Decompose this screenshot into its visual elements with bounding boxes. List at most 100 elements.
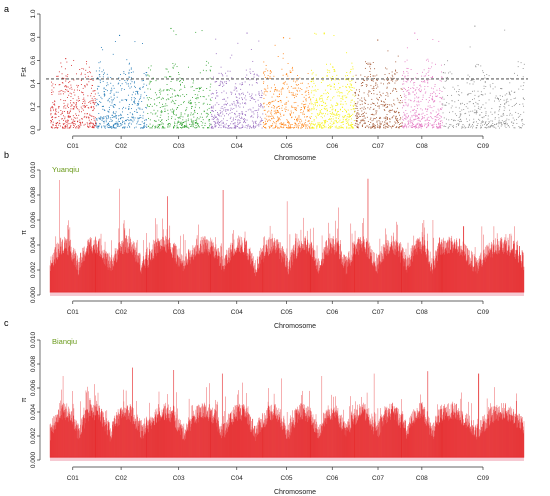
fst-point (362, 119, 364, 121)
fst-point (115, 123, 117, 124)
fst-point (102, 120, 104, 122)
fst-point (70, 105, 72, 107)
fst-point (230, 116, 232, 118)
fst-point (388, 82, 390, 84)
fst-point (394, 73, 396, 74)
fst-point (247, 125, 249, 127)
fst-point (170, 97, 172, 99)
pi-y-axis-title-yuanqiu: π (21, 230, 28, 235)
fst-point (291, 68, 293, 70)
fst-point (324, 89, 326, 91)
fst-point (516, 123, 518, 124)
fst-point (423, 117, 425, 119)
fst-point (283, 122, 285, 124)
fst-point (139, 114, 141, 116)
fst-point (474, 25, 476, 27)
fst-point (432, 124, 434, 126)
fst-point (222, 118, 224, 120)
fst-point (174, 123, 176, 124)
fst-point (137, 117, 139, 119)
fst-point (196, 87, 198, 89)
fst-point (62, 126, 63, 128)
fst-point (134, 98, 136, 100)
fst-point (350, 89, 352, 91)
fst-point (194, 106, 196, 108)
fst-point (386, 105, 388, 107)
fst-point (472, 127, 473, 129)
fst-point (427, 124, 429, 125)
fst-point (316, 102, 318, 104)
fst-point (406, 47, 408, 49)
fst-point (346, 126, 348, 128)
fst-point (324, 108, 326, 110)
fst-point (128, 83, 129, 85)
fst-point (106, 126, 108, 128)
fst-point (321, 99, 323, 101)
fst-point (406, 71, 408, 72)
fst-point (190, 101, 192, 103)
fst-point (330, 99, 332, 101)
fst-point (263, 97, 265, 99)
fst-point (280, 123, 282, 125)
fst-point (160, 112, 162, 114)
fst-point (213, 121, 215, 122)
fst-point (114, 41, 116, 43)
fst-point (59, 90, 61, 92)
fst-point (445, 104, 447, 106)
fst-point (458, 91, 460, 93)
fst-point (300, 112, 302, 114)
fst-point (506, 115, 508, 116)
fst-point (261, 90, 262, 92)
fst-point (251, 93, 253, 95)
fst-point (276, 111, 278, 113)
fst-point (513, 98, 515, 99)
fst-point (466, 82, 468, 84)
fst-point (362, 125, 363, 127)
fst-point (89, 78, 91, 80)
fst-point (289, 71, 291, 73)
fst-point (384, 101, 386, 103)
fst-point (411, 123, 413, 125)
fst-point (511, 90, 513, 92)
fst-point (491, 124, 492, 126)
fst-point (460, 114, 462, 116)
fst-point (93, 116, 95, 117)
fst-point (439, 90, 441, 92)
fst-point (427, 125, 429, 127)
fst-point (255, 125, 257, 127)
fst-point (80, 124, 82, 126)
fst-point (181, 125, 182, 126)
fst-point (403, 71, 404, 73)
fst-point (466, 121, 468, 122)
fst-point (62, 124, 64, 126)
fst-point (408, 91, 410, 93)
fst-point (437, 108, 439, 110)
fst-point (113, 94, 115, 96)
fst-point (210, 65, 212, 67)
fst-point (264, 76, 266, 78)
fst-point (363, 123, 365, 125)
fst-point (310, 109, 312, 111)
fst-point (67, 74, 69, 76)
fst-point (66, 112, 68, 114)
fst-point (357, 126, 359, 128)
fst-point (466, 118, 467, 120)
fst-point (98, 70, 100, 72)
fst-point (479, 108, 481, 110)
fst-point (61, 82, 63, 84)
fst-point (491, 125, 493, 127)
fst-point (170, 101, 172, 103)
fst-point (263, 93, 265, 95)
fst-point (419, 85, 421, 86)
fst-point (284, 81, 286, 83)
fst-point (172, 99, 174, 101)
fst-point (348, 124, 350, 126)
fst-point (505, 102, 507, 104)
fst-point (233, 117, 234, 119)
fst-point (362, 124, 364, 126)
fst-point (166, 89, 168, 91)
fst-point (249, 84, 251, 86)
fst-point (407, 115, 409, 117)
fst-point (349, 83, 351, 85)
fst-point (342, 95, 344, 97)
